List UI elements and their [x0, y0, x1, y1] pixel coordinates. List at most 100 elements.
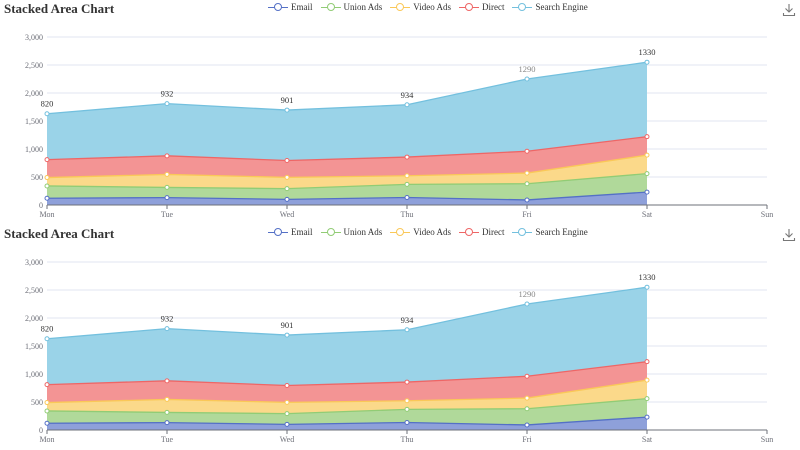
- legend-item[interactable]: Video Ads: [390, 227, 451, 237]
- legend-item[interactable]: Email: [268, 2, 313, 12]
- area-search-engine[interactable]: [47, 62, 647, 161]
- data-point[interactable]: [524, 197, 530, 203]
- stacked-area-chart: Stacked Area Chart Email Union Ads Video Ad…: [0, 225, 800, 450]
- data-point[interactable]: [404, 154, 410, 160]
- data-point[interactable]: [524, 422, 530, 428]
- data-point[interactable]: [524, 170, 530, 176]
- data-point[interactable]: [284, 421, 290, 427]
- data-point[interactable]: [284, 186, 290, 192]
- legend-label: Video Ads: [413, 227, 451, 237]
- data-point[interactable]: [164, 409, 170, 415]
- data-point[interactable]: [644, 152, 650, 158]
- legend-item[interactable]: Union Ads: [320, 2, 383, 12]
- data-point[interactable]: [644, 359, 650, 365]
- x-tick-label: Tue: [161, 435, 174, 444]
- data-point[interactable]: [524, 181, 530, 187]
- data-point[interactable]: [44, 408, 50, 414]
- area-search-engine[interactable]: [47, 287, 647, 386]
- data-point[interactable]: [164, 378, 170, 384]
- data-point[interactable]: [44, 157, 50, 163]
- download-icon[interactable]: [782, 228, 796, 242]
- data-point[interactable]: [644, 171, 650, 177]
- data-label: 934: [401, 90, 415, 100]
- data-point[interactable]: [404, 173, 410, 179]
- data-point[interactable]: [284, 158, 290, 164]
- data-point[interactable]: [644, 377, 650, 383]
- legend-item[interactable]: Union Ads: [320, 227, 382, 237]
- data-point[interactable]: [524, 395, 530, 401]
- data-point[interactable]: [164, 184, 170, 190]
- chart-title: Stacked Area Chart: [4, 1, 115, 16]
- data-point[interactable]: [404, 379, 410, 385]
- data-point[interactable]: [644, 396, 650, 402]
- legend-item[interactable]: Search Engine: [512, 227, 588, 237]
- data-point[interactable]: [644, 414, 650, 420]
- data-point[interactable]: [164, 171, 170, 177]
- data-point[interactable]: [44, 195, 50, 201]
- legend-label: Union Ads: [343, 2, 383, 12]
- data-point[interactable]: [404, 419, 410, 425]
- data-point[interactable]: [44, 183, 50, 189]
- y-tick-label: 3,000: [25, 33, 43, 42]
- data-point[interactable]: [404, 181, 410, 187]
- data-point[interactable]: [44, 175, 50, 181]
- legend-circle-icon: [320, 2, 341, 12]
- download-icon[interactable]: [782, 3, 796, 17]
- data-point[interactable]: [404, 327, 410, 333]
- legend-item[interactable]: Email: [268, 227, 313, 237]
- data-label: 1330: [639, 47, 656, 57]
- legend-label: Direct: [481, 2, 505, 12]
- x-tick-label: Thu: [401, 210, 414, 219]
- data-point[interactable]: [44, 111, 50, 117]
- legend-item[interactable]: Video Ads: [390, 2, 451, 12]
- data-point[interactable]: [164, 101, 170, 107]
- area-video-ads[interactable]: [47, 155, 647, 189]
- series-line: [46, 191, 648, 201]
- area-direct[interactable]: [47, 361, 647, 403]
- legend-item[interactable]: Search Engine: [512, 2, 588, 12]
- data-label: 820: [41, 324, 54, 334]
- data-point[interactable]: [164, 420, 170, 426]
- data-point[interactable]: [404, 406, 410, 412]
- legend-item[interactable]: Direct: [458, 2, 505, 12]
- legend-item[interactable]: Direct: [458, 227, 504, 237]
- data-point[interactable]: [164, 326, 170, 332]
- data-point[interactable]: [524, 301, 530, 307]
- data-point[interactable]: [404, 398, 410, 404]
- legend-label: Search Engine: [535, 227, 588, 237]
- data-point[interactable]: [404, 194, 410, 200]
- data-point[interactable]: [44, 420, 50, 426]
- data-point[interactable]: [644, 134, 650, 140]
- data-point[interactable]: [164, 195, 170, 201]
- data-point[interactable]: [284, 174, 290, 180]
- data-label: 1290: [519, 64, 536, 74]
- y-tick-label: 1,000: [25, 370, 43, 379]
- data-point[interactable]: [284, 196, 290, 202]
- data-point[interactable]: [644, 59, 650, 65]
- data-point[interactable]: [284, 107, 290, 113]
- data-point[interactable]: [524, 148, 530, 154]
- plot-area: 0 500 1,000 1,500 2,000 2,500 3,000 820 932 901 93…: [25, 33, 773, 219]
- legend: Email Union Ads Video Ads Direct Search Engi…: [268, 2, 588, 12]
- data-point[interactable]: [284, 411, 290, 417]
- data-point[interactable]: [524, 373, 530, 379]
- data-point[interactable]: [164, 153, 170, 159]
- data-point[interactable]: [164, 396, 170, 402]
- area-video-ads[interactable]: [47, 380, 647, 414]
- legend: Email Union Ads Video Ads Direct Search Engi…: [268, 227, 588, 237]
- data-point[interactable]: [644, 284, 650, 290]
- legend-circle-icon: [458, 2, 479, 12]
- data-point[interactable]: [44, 400, 50, 406]
- data-point[interactable]: [524, 406, 530, 412]
- data-point[interactable]: [44, 336, 50, 342]
- data-point[interactable]: [524, 76, 530, 82]
- data-label: 1330: [639, 272, 656, 282]
- data-point[interactable]: [284, 383, 290, 389]
- data-point[interactable]: [284, 399, 290, 405]
- data-point[interactable]: [644, 189, 650, 195]
- data-point[interactable]: [284, 332, 290, 338]
- data-point[interactable]: [44, 382, 50, 388]
- x-tick-label: Thu: [401, 435, 414, 444]
- area-direct[interactable]: [47, 136, 647, 178]
- data-point[interactable]: [404, 102, 410, 108]
